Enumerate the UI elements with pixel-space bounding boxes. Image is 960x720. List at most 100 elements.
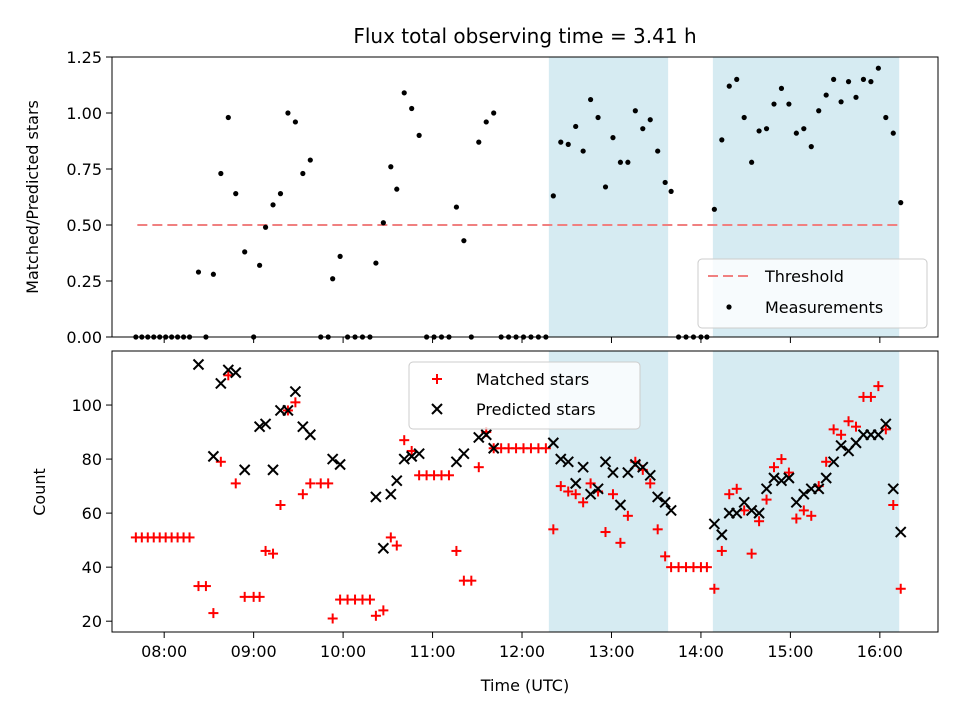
measurement-point xyxy=(373,260,379,266)
measurement-point xyxy=(210,271,216,277)
matched-star-point xyxy=(563,486,574,497)
matched-star-point xyxy=(268,548,279,559)
legend-predicted-swatch xyxy=(431,403,443,415)
predicted-star-point xyxy=(708,518,721,530)
predicted-star-point xyxy=(562,456,574,468)
matched-star-point xyxy=(230,478,241,489)
measurement-point xyxy=(617,159,624,165)
measurement-point xyxy=(461,238,467,244)
matched-star-point xyxy=(761,494,772,505)
matched-star-point xyxy=(615,537,626,548)
top-plot-frame xyxy=(111,56,939,338)
matched-star-point xyxy=(783,467,794,478)
matched-star-point xyxy=(555,481,566,492)
matched-star-point xyxy=(323,478,334,489)
predicted-star-point xyxy=(207,450,220,463)
measurement-point xyxy=(711,206,717,212)
measurement-point xyxy=(898,200,904,206)
matched-star-point xyxy=(806,510,817,521)
matched-star-point xyxy=(776,454,787,465)
matched-star-point xyxy=(370,610,381,621)
predicted-star-point xyxy=(326,453,339,465)
matched-star-point xyxy=(701,562,712,573)
measurement-point xyxy=(875,65,881,71)
measurement-point xyxy=(719,137,725,143)
legend-matched-swatch xyxy=(432,374,442,384)
measurement-point xyxy=(647,117,653,123)
predicted-star-point xyxy=(555,453,567,465)
predicted-star-point xyxy=(659,496,671,509)
matched-star-point xyxy=(724,489,735,500)
matched-star-point xyxy=(798,505,809,516)
bottom-legend: Matched stars Predicted stars xyxy=(408,361,641,430)
measurement-point xyxy=(793,130,799,136)
predicted-star-point xyxy=(405,450,418,463)
bottom-y-tick-label: 80 xyxy=(82,450,102,469)
predicted-star-point xyxy=(592,483,604,495)
matched-star-point xyxy=(739,505,750,516)
predicted-star-point xyxy=(480,429,492,441)
x-tick-label: 11:00 xyxy=(410,642,456,661)
matched-star-point xyxy=(290,397,301,408)
matched-star-point xyxy=(385,532,396,543)
predicted-star-point xyxy=(651,491,664,503)
bottom-y-tick-label: 20 xyxy=(82,612,102,631)
predicted-star-point xyxy=(644,469,656,481)
x-tick-label: 14:00 xyxy=(678,642,724,661)
measurement-point xyxy=(610,135,616,141)
measurement-point xyxy=(285,110,291,116)
matched-star-point xyxy=(327,613,338,624)
measurement-point xyxy=(756,128,762,134)
predicted-star-point xyxy=(547,437,560,449)
measurement-point xyxy=(416,132,422,138)
measurement-point xyxy=(225,114,231,121)
measurement-point xyxy=(860,76,867,82)
measurement-point xyxy=(588,96,594,103)
predicted-star-point xyxy=(745,504,758,517)
measurement-point xyxy=(801,126,807,132)
measurement-point xyxy=(401,90,407,96)
matched-star-point xyxy=(406,445,417,456)
top-y-tick-label: 0.25 xyxy=(66,272,102,291)
measurement-point xyxy=(823,92,829,98)
bottom-y-tick-label: 100 xyxy=(71,396,102,415)
predicted-star-point xyxy=(413,447,425,460)
measurement-point xyxy=(277,191,284,197)
measurement-point xyxy=(808,144,814,150)
measurement-point xyxy=(270,202,276,208)
bottom-y-tick-label: 40 xyxy=(82,558,102,577)
predicted-star-point xyxy=(259,418,272,430)
legend-matched-label: Matched stars xyxy=(476,370,589,389)
measurement-point xyxy=(632,108,638,114)
legend-threshold-label: Threshold xyxy=(764,267,844,286)
legend-predicted-label: Predicted stars xyxy=(476,400,596,419)
measurement-point xyxy=(602,184,609,190)
predicted-star-point xyxy=(827,456,840,468)
matched-star-point xyxy=(768,462,779,473)
bottom-y-axis-label: Count xyxy=(30,468,49,516)
predicted-star-point xyxy=(599,456,612,468)
x-tick-label: 13:00 xyxy=(588,642,634,661)
matched-star-point xyxy=(865,391,876,402)
predicted-star-point xyxy=(798,488,810,500)
measurement-point xyxy=(771,101,777,107)
matched-star-point xyxy=(843,416,854,427)
matched-star-point xyxy=(297,489,308,500)
matched-star-point xyxy=(660,551,671,562)
top-panel: 0.00 0.25 0.50 0.75 1.00 1.25 Flux total obse… xyxy=(23,24,939,347)
measurement-point xyxy=(763,126,770,132)
measurement-point xyxy=(845,79,852,85)
matched-star-point xyxy=(600,527,611,538)
predicted-star-point xyxy=(222,364,235,376)
measurement-point xyxy=(195,269,202,275)
matched-star-point xyxy=(791,513,802,524)
predicted-star-point xyxy=(665,504,677,517)
measurement-point xyxy=(786,101,792,107)
matched-star-point xyxy=(473,462,484,473)
matched-star-point xyxy=(754,516,765,527)
predicted-star-point xyxy=(895,526,907,538)
predicted-star-point xyxy=(215,377,227,390)
measurement-point xyxy=(838,99,844,105)
matched-star-point xyxy=(378,605,389,616)
